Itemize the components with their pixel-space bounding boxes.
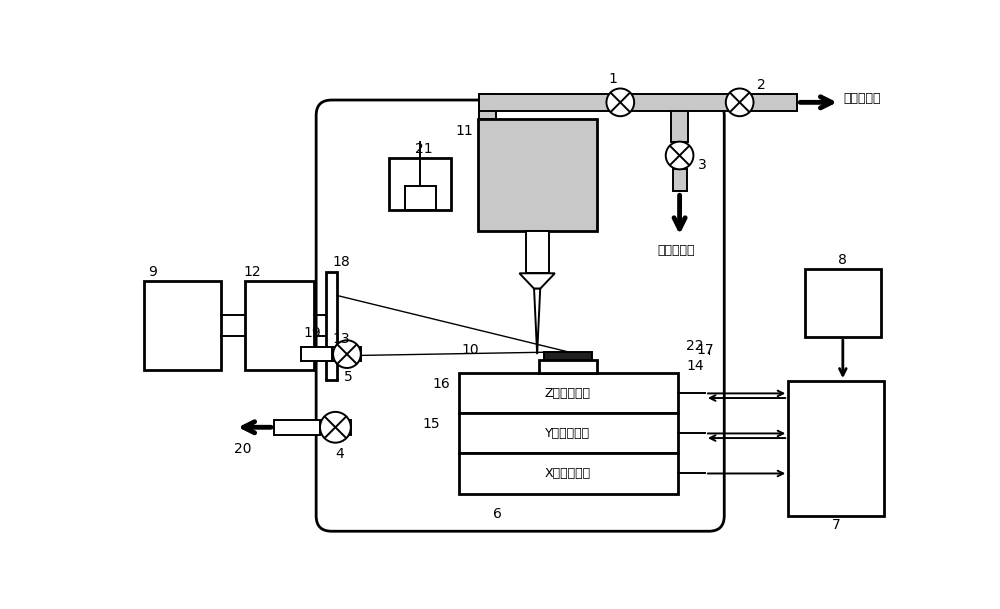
Bar <box>805 269 881 337</box>
Text: 12: 12 <box>243 265 261 279</box>
Bar <box>459 454 678 493</box>
Bar <box>301 347 333 361</box>
Bar <box>459 414 678 454</box>
Bar <box>459 373 678 414</box>
Text: 7: 7 <box>832 518 840 532</box>
Text: 13: 13 <box>333 331 350 345</box>
Bar <box>526 231 549 273</box>
Text: 18: 18 <box>333 256 350 270</box>
Bar <box>405 186 436 210</box>
Text: 3: 3 <box>698 158 707 172</box>
Polygon shape <box>534 289 540 354</box>
Circle shape <box>726 88 754 116</box>
Text: 17: 17 <box>696 343 714 357</box>
Circle shape <box>606 88 634 116</box>
Text: X电控平移台: X电控平移台 <box>545 467 591 480</box>
Bar <box>671 111 688 142</box>
Bar <box>673 169 687 191</box>
Text: 21: 21 <box>415 141 433 155</box>
Bar <box>144 281 221 370</box>
Text: 缓冲气入口: 缓冲气入口 <box>844 92 881 105</box>
Text: 22: 22 <box>686 339 704 353</box>
Bar <box>332 347 361 361</box>
FancyBboxPatch shape <box>316 100 724 531</box>
Text: 2: 2 <box>757 79 766 93</box>
Bar <box>274 420 320 435</box>
Bar <box>389 158 451 210</box>
Text: 6: 6 <box>493 507 502 521</box>
Bar <box>539 359 597 373</box>
Bar <box>479 94 496 119</box>
Text: 16: 16 <box>433 377 451 391</box>
Bar <box>326 272 337 379</box>
Text: 1: 1 <box>608 72 617 86</box>
Bar <box>479 94 797 111</box>
Circle shape <box>320 412 351 443</box>
Text: 11: 11 <box>455 124 473 138</box>
Text: 19: 19 <box>303 326 321 340</box>
Text: 5: 5 <box>344 370 353 384</box>
Text: 9: 9 <box>148 265 157 279</box>
Text: 4: 4 <box>335 447 344 461</box>
Text: 14: 14 <box>686 359 704 373</box>
Bar <box>332 420 351 435</box>
Bar <box>788 381 884 516</box>
Text: Y电控平移台: Y电控平移台 <box>545 427 591 440</box>
Circle shape <box>666 142 693 169</box>
Text: 反应气入口: 反应气入口 <box>657 244 694 258</box>
Bar <box>544 352 592 359</box>
Bar <box>478 119 597 231</box>
Circle shape <box>333 340 361 368</box>
Bar <box>245 281 314 370</box>
Text: 20: 20 <box>234 442 252 456</box>
Text: 15: 15 <box>423 417 440 431</box>
Text: Z电控平移台: Z电控平移台 <box>545 387 591 400</box>
Text: 10: 10 <box>461 343 479 357</box>
Polygon shape <box>519 273 555 289</box>
Text: 8: 8 <box>838 253 847 267</box>
